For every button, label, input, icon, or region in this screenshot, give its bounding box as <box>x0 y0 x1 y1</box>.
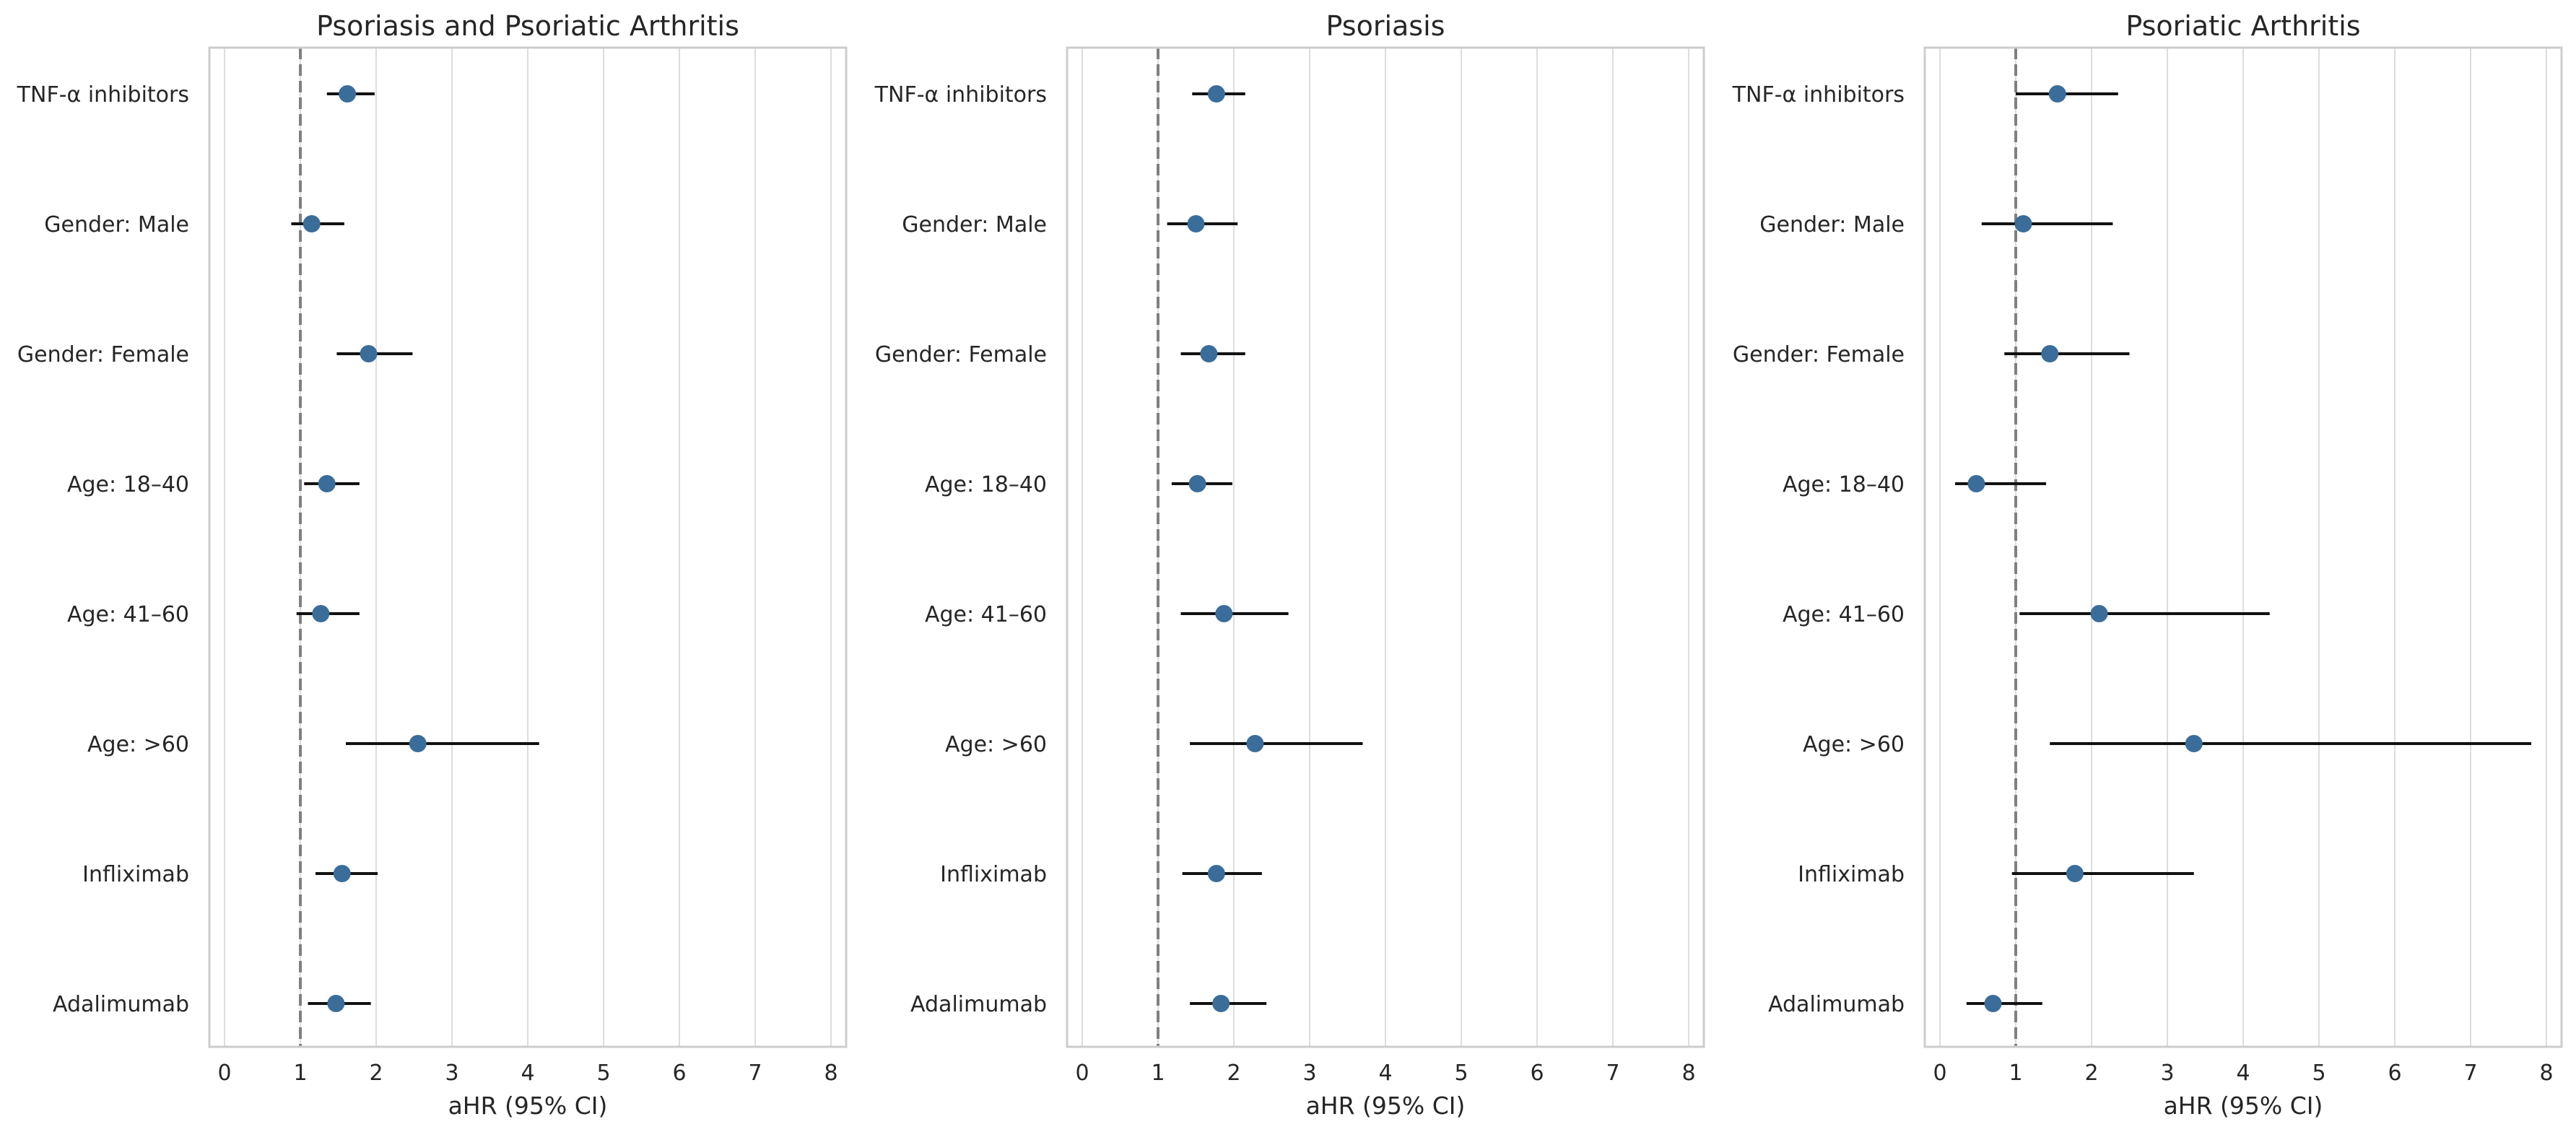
plot-frame <box>208 46 848 1048</box>
x-tick-label: 7 <box>2463 1061 2477 1086</box>
point-estimate <box>2066 865 2084 882</box>
x-tick-label: 3 <box>1302 1061 1316 1086</box>
point-estimate <box>1967 475 1985 492</box>
x-tick-label: 0 <box>1075 1061 1089 1086</box>
y-tick-label: Age: 41–60 <box>67 602 189 627</box>
panel-title: Psoriasis <box>1326 10 1445 42</box>
point-estimate <box>333 865 351 882</box>
x-tick-label: 8 <box>2539 1061 2553 1086</box>
y-tick-label: Gender: Female <box>17 342 189 367</box>
point-estimate <box>360 345 378 362</box>
x-tick-label: 7 <box>1606 1061 1619 1086</box>
y-tick-label: Adalimumab <box>910 992 1047 1017</box>
y-tick-label: Gender: Female <box>1733 342 1905 367</box>
y-tick-label: Infliximab <box>1798 862 1905 887</box>
point-estimate <box>2090 605 2108 622</box>
x-tick-label: 5 <box>1454 1061 1468 1086</box>
point-estimate <box>1984 995 2002 1012</box>
y-tick-label: Age: 18–40 <box>67 472 189 497</box>
y-tick-label: Gender: Male <box>902 212 1047 238</box>
y-tick-label: Age: 18–40 <box>1783 472 1905 497</box>
y-tick-label: Adalimumab <box>53 992 189 1017</box>
x-tick-label: 1 <box>2009 1061 2022 1086</box>
point-estimate <box>2048 85 2066 103</box>
point-estimate <box>1215 605 1233 622</box>
point-estimate <box>339 85 357 103</box>
x-tick-label: 0 <box>1933 1061 1946 1086</box>
x-axis-label: aHR (95% CI) <box>448 1092 608 1120</box>
forest-panel-3: TNF-α inhibitors Gender: Male Gender: Fema… <box>1732 10 2563 1120</box>
point-estimate <box>2014 215 2032 232</box>
point-estimate <box>2185 735 2203 752</box>
x-tick-label: 5 <box>596 1061 610 1086</box>
y-tick-label: TNF-α inhibitors <box>17 82 189 108</box>
panel-title: Psoriasis and Psoriatic Arthritis <box>316 10 739 42</box>
y-tick-label: Gender: Female <box>875 342 1047 367</box>
panel-title: Psoriatic Arthritis <box>2125 10 2360 42</box>
point-estimate <box>327 995 345 1012</box>
x-tick-label: 4 <box>1378 1061 1392 1086</box>
y-tick-label: Infliximab <box>940 862 1047 887</box>
forest-panel-1: TNF-α inhibitors Gender: Male Gender: Fema… <box>17 10 848 1120</box>
y-tick-label: Age: 41–60 <box>925 602 1047 627</box>
point-estimate <box>303 215 321 232</box>
y-tick-label: Age: >60 <box>945 732 1047 757</box>
x-tick-label: 5 <box>2312 1061 2325 1086</box>
x-axis-label: aHR (95% CI) <box>1306 1092 1466 1120</box>
y-tick-label: Age: >60 <box>1803 732 1905 757</box>
x-tick-label: 1 <box>1151 1061 1165 1086</box>
x-tick-label: 2 <box>369 1061 383 1086</box>
point-estimate <box>1246 735 1264 752</box>
x-tick-label: 2 <box>1227 1061 1240 1086</box>
plot-frame <box>1923 46 2563 1048</box>
point-estimate <box>1187 215 1205 232</box>
point-estimate <box>318 475 336 492</box>
y-tick-label: Age: 41–60 <box>1783 602 1905 627</box>
point-estimate <box>1212 995 1230 1012</box>
x-tick-label: 3 <box>445 1061 458 1086</box>
point-estimate <box>1188 475 1206 492</box>
point-estimate <box>1200 345 1218 362</box>
y-tick-label: Age: 18–40 <box>925 472 1047 497</box>
point-estimate <box>2041 345 2059 362</box>
x-tick-label: 7 <box>748 1061 762 1086</box>
y-tick-label: TNF-α inhibitors <box>874 82 1047 108</box>
x-tick-label: 4 <box>2236 1061 2250 1086</box>
y-tick-label: Infliximab <box>82 862 189 887</box>
y-tick-label: Gender: Male <box>44 212 189 238</box>
x-tick-label: 6 <box>2388 1061 2401 1086</box>
x-tick-label: 8 <box>824 1061 837 1086</box>
plot-frame <box>1066 46 1705 1048</box>
point-estimate <box>312 605 330 622</box>
y-tick-label: Gender: Male <box>1759 212 1905 238</box>
y-tick-label: TNF-α inhibitors <box>1732 82 1905 108</box>
x-tick-label: 4 <box>521 1061 534 1086</box>
x-tick-label: 3 <box>2160 1061 2174 1086</box>
x-tick-label: 6 <box>672 1061 686 1086</box>
x-tick-label: 0 <box>217 1061 231 1086</box>
y-tick-label: Age: >60 <box>87 732 189 757</box>
x-tick-label: 1 <box>293 1061 307 1086</box>
point-estimate <box>1207 865 1225 882</box>
x-tick-label: 6 <box>1530 1061 1544 1086</box>
x-axis-label: aHR (95% CI) <box>2164 1092 2323 1120</box>
point-estimate <box>1207 85 1225 103</box>
x-tick-label: 2 <box>2084 1061 2098 1086</box>
x-tick-label: 8 <box>1681 1061 1695 1086</box>
point-estimate <box>409 735 427 752</box>
y-tick-label: Adalimumab <box>1768 992 1905 1017</box>
forest-panel-2: TNF-α inhibitors Gender: Male Gender: Fema… <box>874 10 1705 1120</box>
